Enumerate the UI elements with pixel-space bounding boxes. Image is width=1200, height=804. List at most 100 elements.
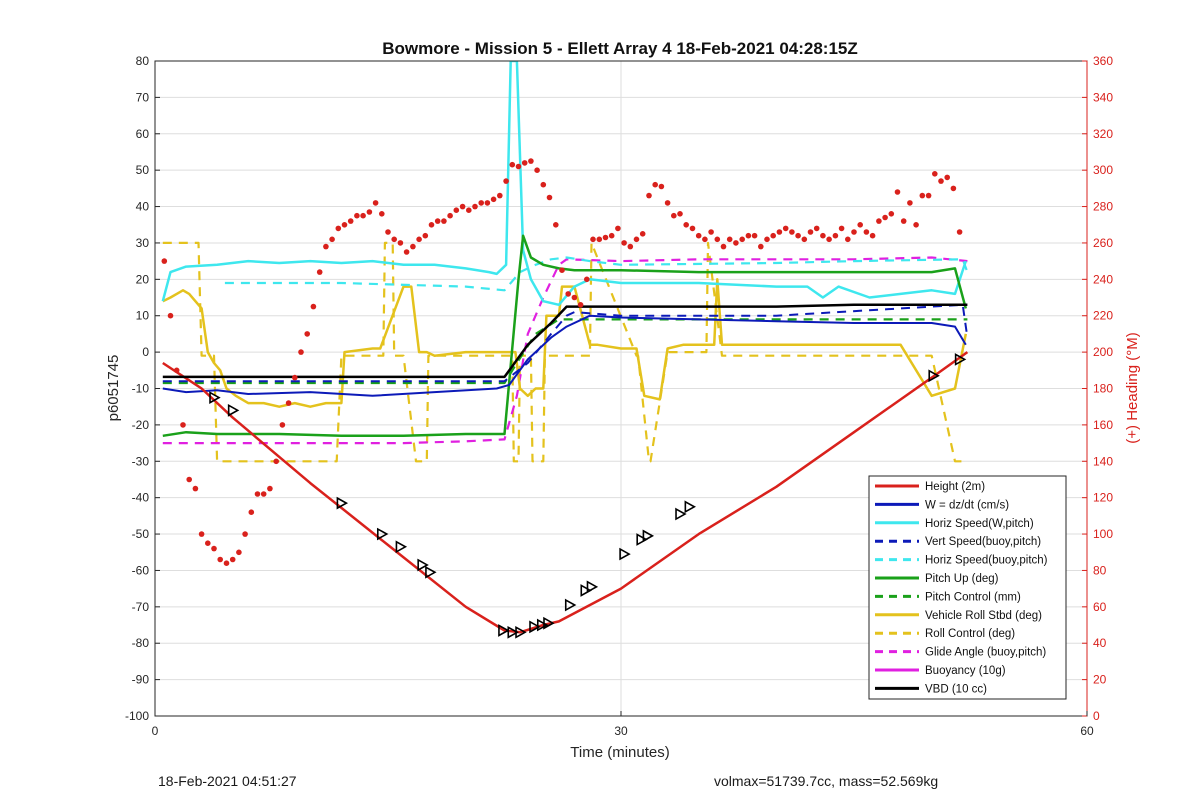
- chart-title: Bowmore - Mission 5 - Ellett Array 4 18-…: [382, 39, 858, 58]
- series-horiz-speed-buoy-pitch: [224, 256, 969, 292]
- legend-label: Height (2m): [925, 481, 985, 493]
- heading-point: [907, 200, 913, 206]
- legend-label: Pitch Control (mm): [925, 591, 1021, 603]
- heading-point: [304, 331, 311, 337]
- heading-point: [292, 374, 298, 381]
- y2-tick-label: 200: [1093, 345, 1113, 359]
- heading-point: [509, 161, 516, 168]
- heading-point: [478, 200, 485, 206]
- x-tick-label: 60: [1080, 724, 1094, 738]
- marker-triangle: [543, 616, 555, 630]
- y2-axis-label: (+) Heading (°M): [1124, 332, 1141, 443]
- marker-triangle: [954, 353, 967, 366]
- heading-point: [534, 167, 540, 173]
- heading-point: [466, 207, 472, 213]
- heading-point: [329, 236, 335, 243]
- y-tick-label: -70: [132, 600, 150, 614]
- heading-point: [925, 192, 932, 199]
- heading-point: [695, 232, 702, 239]
- legend-label: Glide Angle (buoy,pitch): [925, 647, 1046, 659]
- legend-item-w-dz-dt-cm-s: W = dz/dt (cm/s): [875, 499, 1009, 511]
- legend-label: Vert Speed(buoy,pitch): [925, 536, 1041, 548]
- y2-tick-label: 40: [1093, 636, 1107, 650]
- heading-point: [596, 236, 603, 243]
- heading-point: [720, 243, 727, 250]
- y-tick-label: 10: [136, 309, 150, 323]
- heading-point: [876, 218, 882, 224]
- tick-labels: 80706050403020100-10-20-30-40-50-60-70-8…: [125, 54, 1113, 738]
- heading-point: [739, 236, 745, 243]
- heading-point: [273, 458, 280, 465]
- legend-label: Horiz Speed(W,pitch): [925, 518, 1034, 530]
- heading-point: [335, 225, 342, 232]
- heading-point: [938, 178, 944, 184]
- y-tick-label: -80: [132, 636, 150, 650]
- x-tick-label: 30: [614, 724, 628, 738]
- heading-point: [627, 243, 634, 250]
- legend-item-horiz-speed-w-pitch: Horiz Speed(W,pitch): [875, 518, 1034, 530]
- heading-point: [565, 291, 571, 297]
- heading-point: [888, 211, 895, 217]
- heading-point: [789, 229, 795, 235]
- heading-point: [689, 225, 696, 232]
- legend-item-buoyancy-10g: Buoyancy (10g): [875, 665, 1006, 677]
- x-tick-label: 0: [152, 724, 159, 738]
- heading-point: [229, 556, 236, 563]
- marker-triangle: [395, 540, 408, 554]
- y-tick-label: -50: [132, 527, 150, 541]
- heading-point: [807, 229, 814, 235]
- heading-point: [503, 178, 509, 184]
- heading-point: [608, 232, 615, 239]
- heading-point: [254, 491, 261, 497]
- y2-tick-label: 300: [1093, 163, 1113, 177]
- y2-tick-label: 320: [1093, 127, 1113, 141]
- y-tick-label: 0: [142, 345, 149, 359]
- heading-point: [553, 222, 559, 228]
- heading-point: [671, 212, 677, 219]
- legend-item-vert-speed-buoy-pitch: Vert Speed(buoy,pitch): [875, 536, 1041, 548]
- heading-point: [646, 192, 652, 199]
- marker-triangle: [684, 500, 696, 514]
- legend-box: [868, 475, 1067, 700]
- heading-point: [354, 212, 360, 219]
- heading-scatter-group: [161, 158, 963, 566]
- heading-point: [540, 181, 547, 188]
- heading-point: [894, 189, 901, 195]
- heading-point: [782, 225, 789, 232]
- legend-label: Pitch Up (deg): [925, 573, 999, 585]
- heading-point: [391, 236, 398, 243]
- heading-point: [422, 232, 429, 239]
- heading-point: [683, 222, 689, 228]
- legend-item-roll-control-deg: Roll Control (deg): [875, 628, 1015, 640]
- legend-label: Buoyancy (10g): [925, 665, 1006, 677]
- y-tick-label: 20: [136, 272, 150, 286]
- series-group: [161, 61, 969, 634]
- series-vert-speed-buoy-pitch: [162, 303, 969, 383]
- series-glide-angle-buoy-pitch: [162, 256, 968, 445]
- heading-point: [944, 174, 950, 181]
- y2-tick-label: 240: [1093, 272, 1113, 286]
- heading-point: [366, 209, 373, 215]
- y2-tick-label: 180: [1093, 382, 1113, 396]
- heading-point: [882, 214, 888, 221]
- footer-info: volmax=51739.7cc, mass=52.569kg: [714, 773, 939, 789]
- heading-point: [621, 240, 627, 246]
- y-tick-label: -20: [132, 418, 150, 432]
- heading-point: [217, 556, 223, 563]
- heading-point: [173, 367, 180, 374]
- marker-group: [209, 353, 967, 639]
- heading-point: [453, 207, 460, 213]
- legend-item-vbd-10-cc: VBD (10 cc): [875, 683, 987, 695]
- heading-point: [484, 200, 491, 206]
- legend-item-vehicle-roll-stbd-deg: Vehicle Roll Stbd (deg): [875, 610, 1042, 622]
- series-horiz-speed-w-pitch: [161, 61, 967, 307]
- legend-label: Vehicle Roll Stbd (deg): [925, 610, 1042, 622]
- heading-point: [236, 549, 242, 556]
- heading-point: [764, 236, 770, 243]
- legend-item-height-2m: Height (2m): [875, 481, 985, 493]
- heading-point: [664, 200, 671, 206]
- heading-point: [372, 200, 379, 206]
- heading-point: [285, 400, 292, 406]
- marker-triangle: [336, 496, 349, 510]
- heading-point: [279, 422, 286, 428]
